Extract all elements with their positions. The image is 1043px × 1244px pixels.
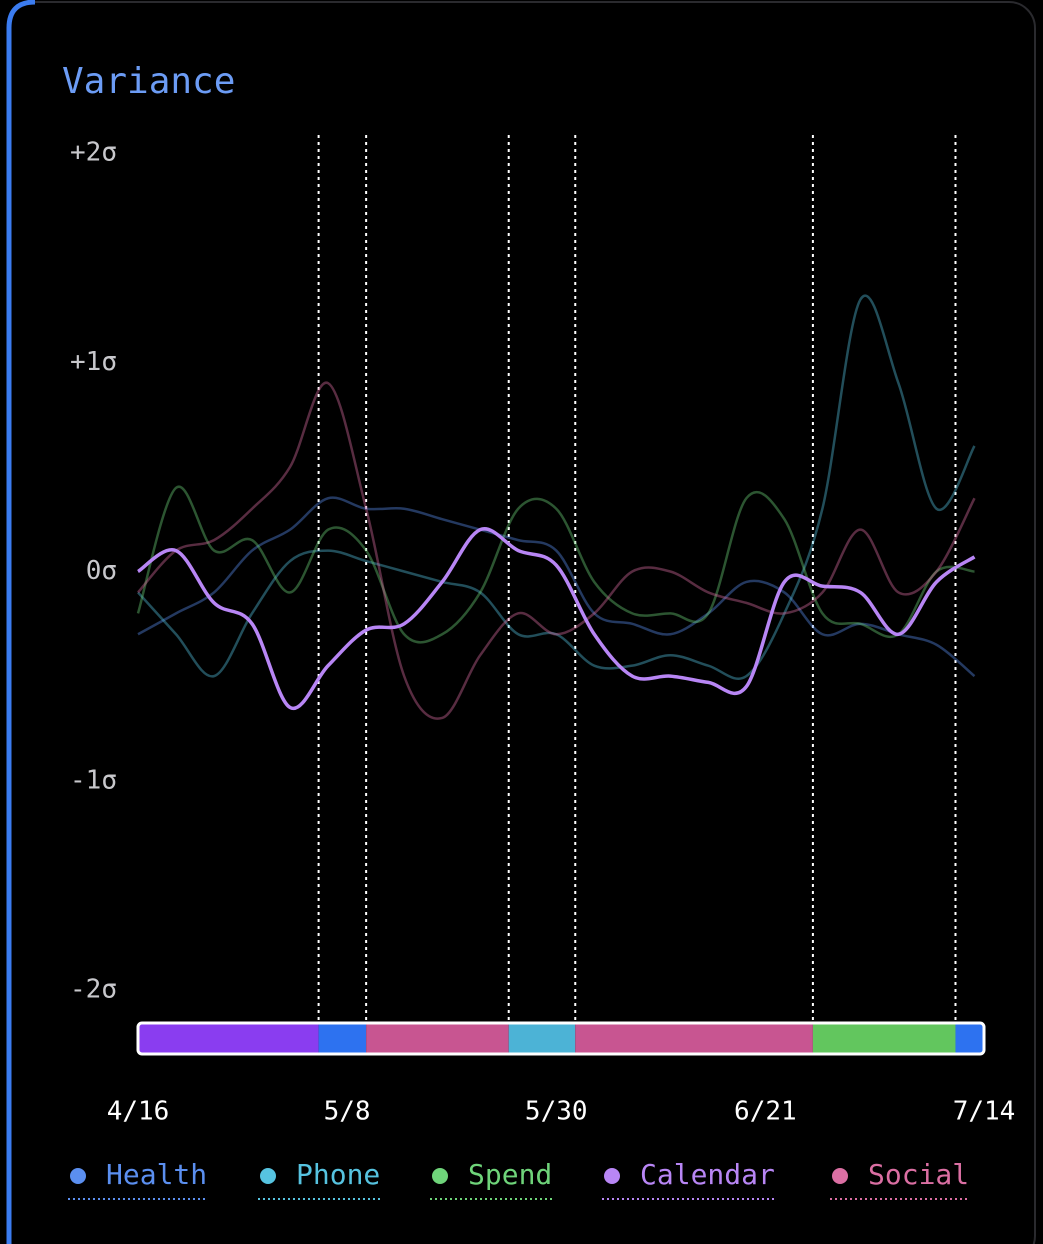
y-tick-label: -2σ (70, 975, 117, 1005)
regime-segment (575, 1023, 813, 1054)
regime-bar-border (136, 1021, 986, 1056)
series-line (137, 496, 976, 678)
y-tick-label: +1σ (70, 347, 117, 377)
x-tick-label: 4/16 (107, 1097, 170, 1127)
series-line (136, 485, 975, 644)
legend-dot (70, 1168, 86, 1184)
series-line (137, 294, 976, 680)
x-tick-label: 5/8 (324, 1097, 371, 1127)
regime-segment (508, 1023, 576, 1054)
card-accent (6, 0, 36, 1244)
regime-segment (318, 1023, 367, 1054)
regime-segment (955, 1023, 984, 1054)
series-line (137, 381, 976, 720)
x-tick-label: 5/30 (525, 1097, 588, 1127)
legend-label[interactable]: Phone (296, 1158, 380, 1191)
regime-segment (366, 1023, 509, 1054)
x-tick-label: 7/14 (953, 1097, 1016, 1127)
y-tick-label: 0σ (86, 556, 117, 586)
regime-segment (138, 1023, 319, 1054)
series-line (136, 527, 976, 711)
legend-label[interactable]: Calendar (640, 1158, 775, 1191)
y-tick-label: +2σ (70, 138, 117, 168)
x-tick-label: 6/21 (734, 1097, 797, 1127)
legend-label[interactable]: Social (868, 1158, 969, 1191)
legend-dot (604, 1168, 620, 1184)
legend-dot (260, 1168, 276, 1184)
legend-label[interactable]: Health (106, 1158, 207, 1191)
chart-title: Variance (62, 61, 235, 102)
regime-segment (812, 1023, 956, 1054)
y-tick-label: -1σ (70, 765, 117, 795)
legend-dot (832, 1168, 848, 1184)
card-border (8, 1, 1036, 1244)
legend-dot (432, 1168, 448, 1184)
legend-label[interactable]: Spend (468, 1158, 552, 1191)
